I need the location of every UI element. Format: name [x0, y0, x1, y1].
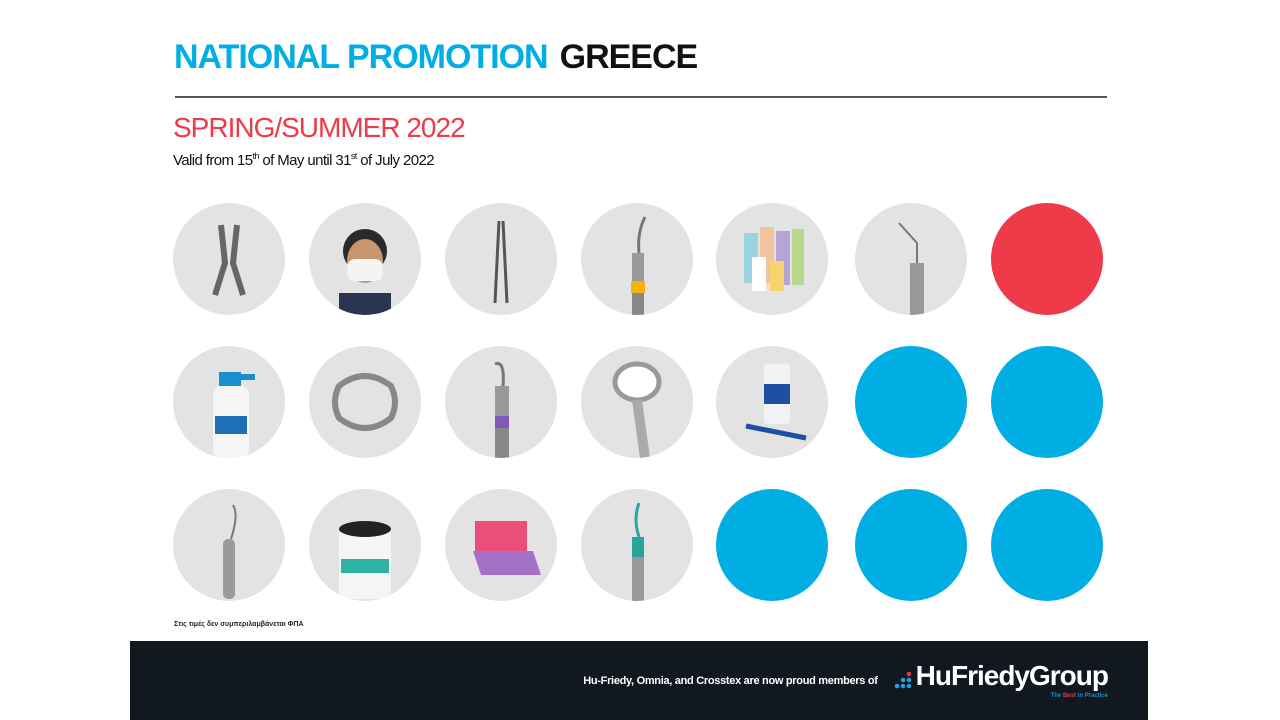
- title-blue: NATIONAL PROMOTION: [174, 38, 549, 76]
- product-explorer-probe: [173, 489, 285, 601]
- mask-person-icon: [339, 229, 391, 315]
- blue-circle: [716, 489, 828, 601]
- title-black: GREECE: [559, 38, 699, 76]
- product-mouth-mirror: [581, 346, 693, 458]
- vat-note: Στις τιμές δεν συμπεριλαμβάνεται ΦΠΑ: [174, 621, 304, 628]
- footer-text: Hu-Friedy, Omnia, and Crosstex are now p…: [583, 674, 878, 687]
- instrument-teal-icon: [632, 502, 644, 601]
- validity-part: of May until 31: [258, 152, 351, 169]
- explorer-icon: [898, 222, 924, 315]
- validity-part: Valid from 15: [173, 152, 253, 169]
- rubber-dam-sheets-icon: [473, 521, 541, 575]
- product-instrument-yellow: [581, 203, 693, 315]
- product-rubber-dam-clamp: [309, 346, 421, 458]
- blue-circle: [991, 489, 1103, 601]
- divider: [175, 96, 1107, 98]
- page-title: NATIONAL PROMOTION GREECE: [174, 38, 699, 77]
- footer-row: Hu-Friedy, Omnia, and Crosstex are now p…: [583, 641, 1109, 720]
- validity-ordinal: st: [350, 151, 357, 161]
- product-rubber-dam-sheets: [445, 489, 557, 601]
- blue-circle: [855, 489, 967, 601]
- wipes-canister-icon: [339, 521, 391, 599]
- product-instrument-teal: [581, 489, 693, 601]
- red-circle: [991, 203, 1103, 315]
- bottle-pen-icon: [745, 364, 807, 441]
- rubber-dam-clamp-icon: [332, 373, 398, 431]
- product-mask-person: [309, 203, 421, 315]
- product-explorer: [855, 203, 967, 315]
- scaler-purple-icon: [494, 362, 509, 458]
- mouth-mirror-icon: [612, 361, 662, 458]
- product-scaler-purple: [445, 346, 557, 458]
- product-needle-holder: [445, 203, 557, 315]
- season-title: SPRING/SUMMER 2022: [173, 112, 466, 143]
- product-bottle-pen: [716, 346, 828, 458]
- footer: Hu-Friedy, Omnia, and Crosstex are now p…: [130, 641, 1148, 720]
- cups-icon: [744, 227, 804, 291]
- validity-ordinal: th: [252, 151, 259, 161]
- hufriedy-logo-block: HuFriedyGroup The Best in Practice: [915, 660, 1109, 700]
- blue-circle: [855, 346, 967, 458]
- logo-dots-icon: [894, 671, 911, 688]
- logo-tagline: The Best in Practice: [1050, 693, 1108, 699]
- hufriedy-logo: HuFriedyGroup: [915, 660, 1109, 691]
- spray-bottle-icon: [213, 372, 255, 458]
- product-wipes-canister: [309, 489, 421, 601]
- explorer-probe-icon: [223, 504, 237, 599]
- product-cups: [716, 203, 828, 315]
- product-forceps: [173, 203, 285, 315]
- validity-text: Valid from 15th of May until 31st of Jul…: [173, 151, 435, 171]
- blue-circle: [991, 346, 1103, 458]
- forceps-icon: [212, 224, 246, 296]
- validity-part: of July 2022: [356, 152, 434, 169]
- product-spray-bottle: [173, 346, 285, 458]
- needle-holder-icon: [493, 220, 509, 304]
- instrument-yellow-icon: [631, 216, 647, 315]
